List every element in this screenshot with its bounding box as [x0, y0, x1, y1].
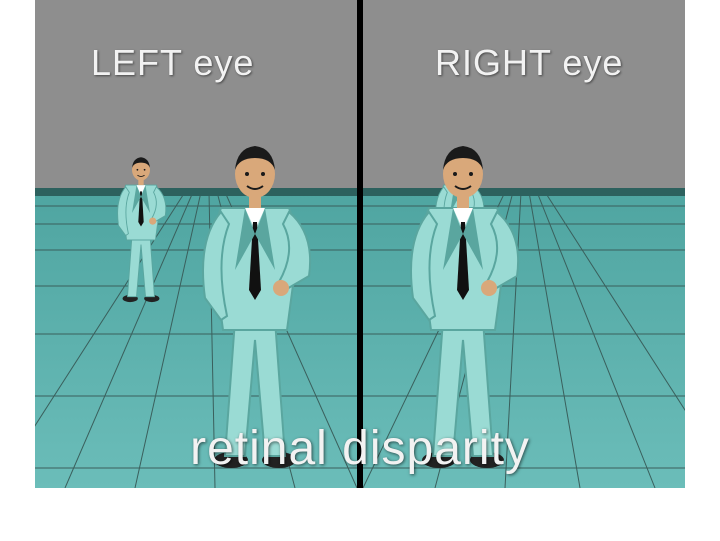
left-near-figure [175, 130, 335, 470]
retinal-disparity-diagram: LEFT eye RIGHT eye retinal disparity [35, 0, 685, 488]
left-far-figure [105, 150, 177, 303]
diagram-caption: retinal disparity [35, 421, 685, 476]
right-near-figure [383, 130, 543, 470]
right-eye-label: RIGHT eye [435, 42, 623, 84]
left-eye-label: LEFT eye [91, 42, 254, 84]
panel-divider [357, 0, 363, 488]
